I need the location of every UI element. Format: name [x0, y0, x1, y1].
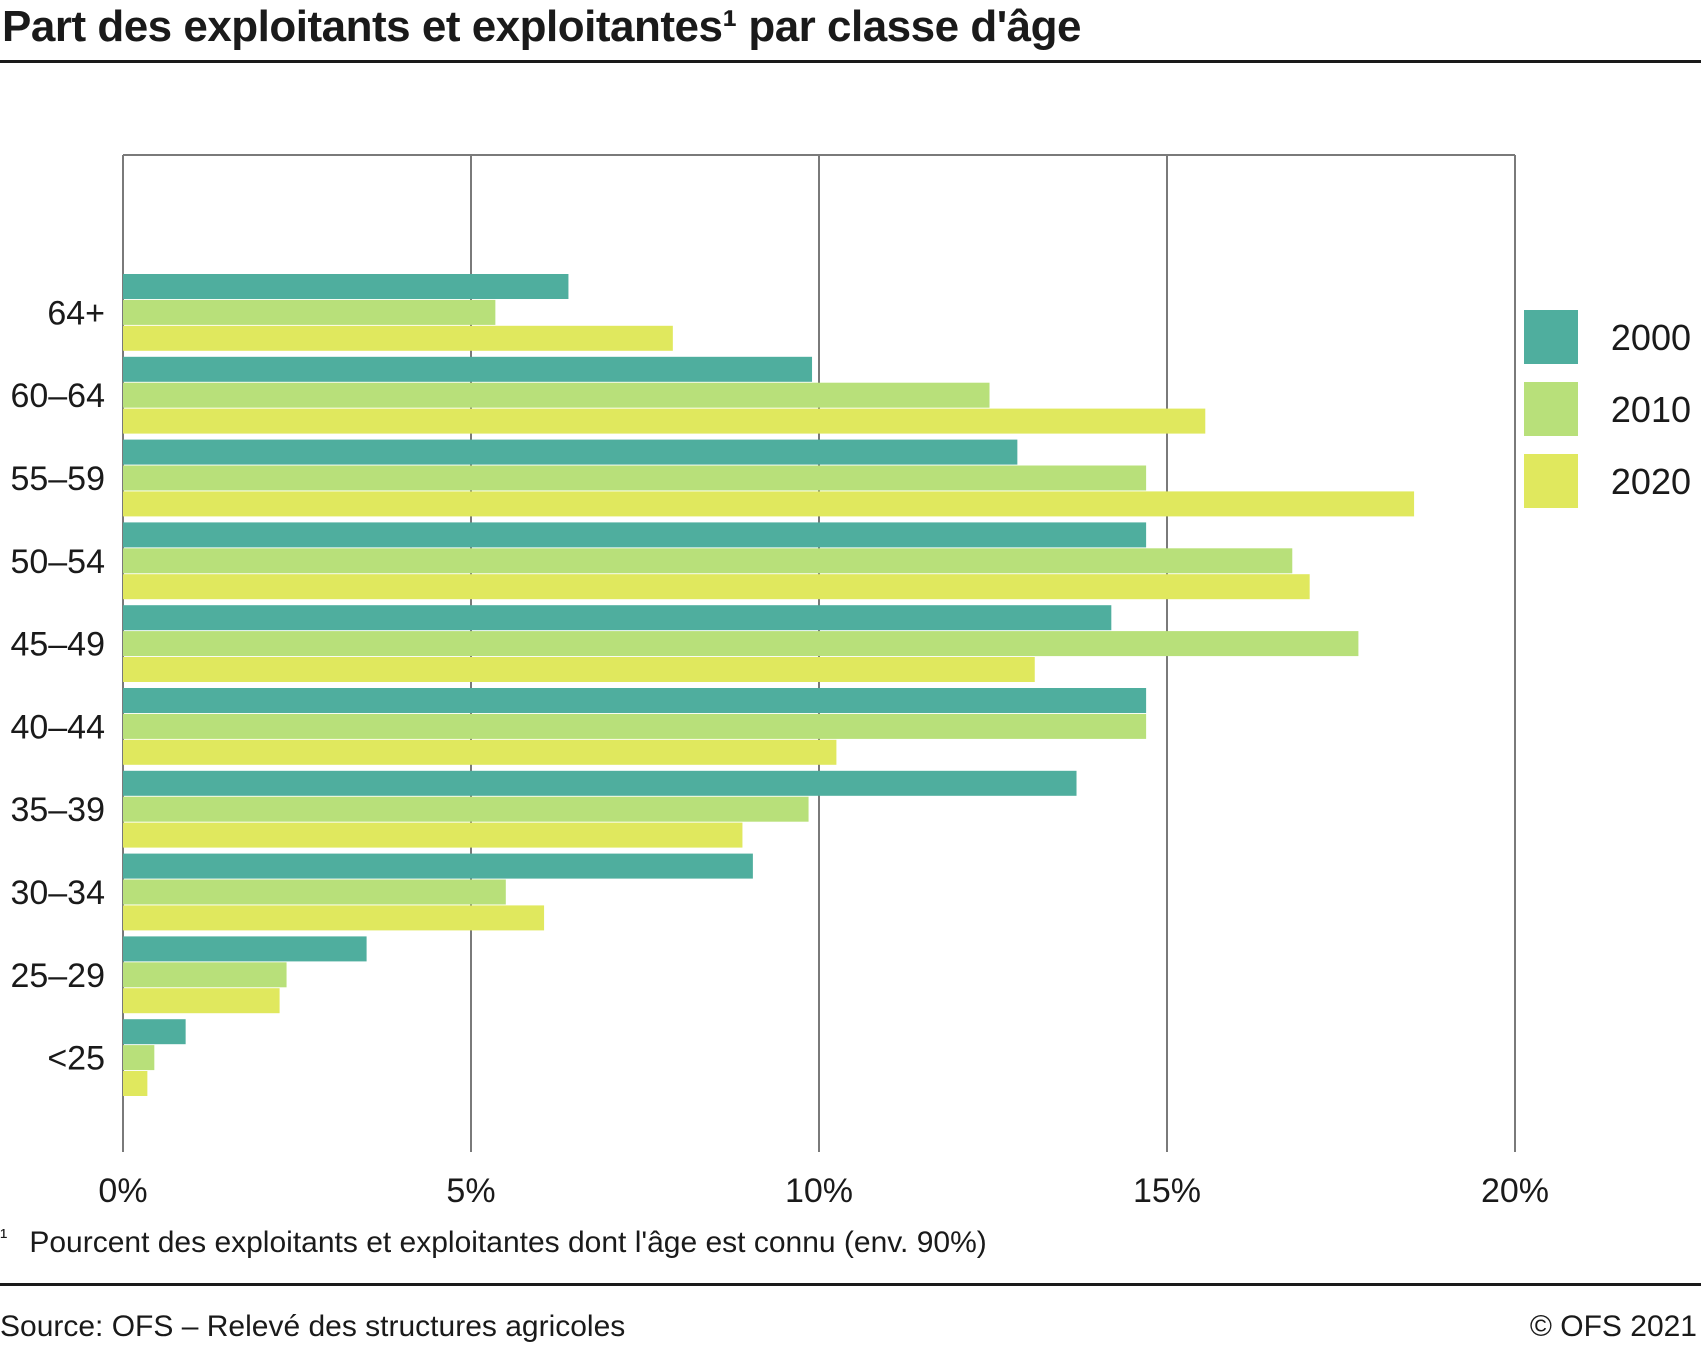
bar-2010 — [123, 796, 809, 822]
bar-2020 — [123, 657, 1035, 682]
bar-2020 — [123, 491, 1415, 517]
bar-2010 — [123, 879, 506, 905]
bar-2000 — [123, 605, 1112, 631]
bar-2020 — [123, 822, 743, 848]
bar-2000 — [123, 356, 813, 382]
y-tick-label: <25 — [47, 1040, 105, 1078]
bar-2020 — [123, 325, 673, 351]
x-tick-label: 0% — [98, 1172, 147, 1210]
x-tick-label: 5% — [446, 1172, 495, 1210]
bar-2000 — [123, 439, 1018, 465]
y-tick-label: 50–54 — [10, 543, 105, 581]
bar-chart: 0% 5% 10% 15% 20% 64+ 60–64 55–59 50–54 45–49 40–4… — [10, 154, 1691, 1210]
legend-swatch-2020 — [1524, 454, 1578, 508]
bar-2000 — [123, 688, 1147, 713]
source-text: Source: OFS – Relevé des structures agri… — [0, 1310, 626, 1343]
bar-2000 — [123, 1019, 186, 1045]
bar-2020 — [123, 574, 1310, 600]
bar-2000 — [123, 522, 1147, 548]
bar-2010 — [123, 1045, 155, 1071]
bar-2010 — [123, 631, 1359, 657]
y-tick-label: 30–34 — [10, 874, 105, 912]
copyright-text: © OFS 2021 — [1529, 1310, 1697, 1343]
legend-label-2020: 2020 — [1611, 461, 1691, 502]
bar-2000 — [123, 936, 367, 962]
bar-2010 — [123, 713, 1147, 739]
footnote: ¹ Pourcent des exploitants et exploitante… — [0, 1224, 987, 1260]
bar-2010 — [123, 548, 1293, 574]
legend-label-2000: 2000 — [1611, 317, 1691, 358]
y-tick-label: 45–49 — [10, 626, 105, 664]
y-tick-label: 60–64 — [10, 377, 105, 415]
y-tick-label: 40–44 — [10, 708, 105, 746]
bar-2020 — [123, 739, 837, 765]
chart-title: Part des exploitants et exploitantes¹ pa… — [2, 2, 1081, 51]
legend-label-2010: 2010 — [1611, 389, 1691, 430]
x-tick-label: 15% — [1133, 1172, 1201, 1210]
legend-swatch-2010 — [1524, 382, 1578, 436]
x-tick-label: 20% — [1481, 1172, 1549, 1210]
footer-rule — [0, 1283, 1701, 1286]
bar-2010 — [123, 382, 990, 408]
bar-2000 — [123, 770, 1077, 796]
bar-2020 — [123, 1071, 148, 1096]
bar-2020 — [123, 988, 280, 1014]
bar-2000 — [123, 853, 753, 879]
title-rule — [0, 60, 1701, 63]
y-tick-label: 35–39 — [10, 791, 105, 829]
bar-2020 — [123, 408, 1206, 434]
y-tick-label: 55–59 — [10, 460, 105, 498]
bar-2010 — [123, 465, 1147, 491]
legend-swatch-2000 — [1524, 310, 1578, 364]
footnote-text: Pourcent des exploitants et exploitantes… — [29, 1226, 987, 1259]
bar-2000 — [123, 274, 569, 299]
y-tick-label: 25–29 — [10, 957, 105, 995]
x-tick-label: 10% — [785, 1172, 853, 1210]
bar-2010 — [123, 299, 496, 325]
y-tick-label: 64+ — [47, 294, 105, 332]
bar-2020 — [123, 905, 545, 931]
footnote-marker: ¹ — [0, 1224, 8, 1249]
bar-2010 — [123, 962, 287, 988]
